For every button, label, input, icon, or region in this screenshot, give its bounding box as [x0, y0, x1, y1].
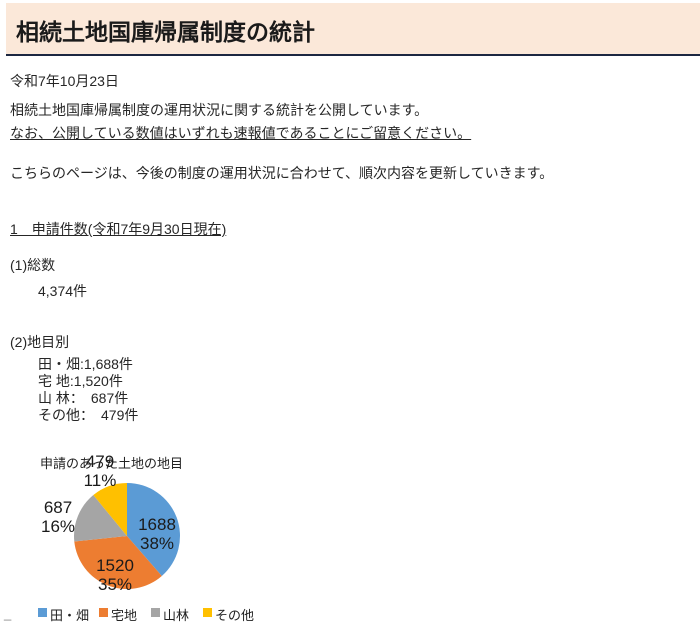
- svg-text:687: 687: [44, 498, 72, 517]
- svg-text:16%: 16%: [41, 517, 75, 536]
- svg-text:38%: 38%: [140, 534, 174, 553]
- svg-text:1688: 1688: [138, 515, 176, 534]
- svg-text:479: 479: [86, 453, 114, 471]
- svg-text:35%: 35%: [98, 575, 132, 593]
- svg-text:11%: 11%: [84, 471, 117, 490]
- svg-text:1520: 1520: [96, 556, 134, 575]
